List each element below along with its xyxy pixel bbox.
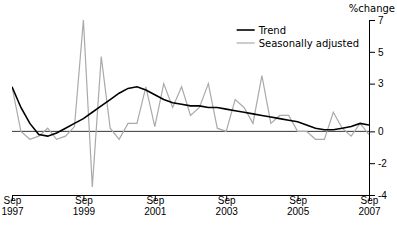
x-tick: Sep1999: [73, 195, 96, 217]
y-tick: -2: [369, 158, 387, 169]
tick-label: Sep2001: [144, 195, 167, 217]
tick-label-line: Sep: [218, 195, 236, 206]
legend-item: Trend: [237, 25, 286, 36]
x-tick: Sep1997: [1, 195, 24, 217]
tick-label-line: Sep: [361, 195, 379, 206]
legend-swatch: [237, 29, 255, 31]
tick-mark: [369, 131, 375, 132]
tick-label: -2: [378, 158, 387, 169]
tick-label-line: 1999: [73, 206, 96, 217]
x-tick: Sep2003: [216, 195, 239, 217]
tick-label: Sep2005: [287, 195, 310, 217]
legend-swatch: [237, 42, 255, 43]
tick-label-line: Sep: [289, 195, 307, 206]
tick-mark: [369, 163, 375, 164]
y-tick: 7: [369, 15, 384, 26]
legend-label: Seasonally adjusted: [259, 38, 359, 49]
y-tick: 5: [369, 47, 384, 58]
axis-line: [370, 21, 376, 196]
y-axis: 7 5 3 0 -2 -4: [369, 15, 387, 201]
title: %change: [349, 3, 395, 14]
chart: Sep1997Sep1999Sep2001Sep2003Sep2005Sep20…: [0, 0, 397, 227]
legend: Trend Seasonally adjusted: [237, 25, 359, 49]
y-tick: 0: [369, 126, 384, 137]
zero-line: [12, 131, 369, 132]
y-tick: -4: [369, 190, 387, 201]
tick-label: Sep2003: [216, 195, 239, 217]
tick-label-line: 2005: [287, 206, 310, 217]
tick-label-line: Sep: [4, 195, 22, 206]
tick-mark: [369, 195, 375, 196]
tick-label-line: 2001: [144, 206, 167, 217]
tick-mark: [369, 52, 375, 53]
legend-item: Seasonally adjusted: [237, 38, 359, 49]
y-tick: 3: [369, 78, 384, 89]
tick-label: 7: [378, 15, 384, 26]
x-tick: Sep2005: [287, 195, 310, 217]
tick-label-line: 2007: [358, 206, 381, 217]
tick-label: 3: [378, 78, 384, 89]
tick-label-line: 2003: [216, 206, 239, 217]
tick-label: Sep1999: [73, 195, 96, 217]
plot: Sep1997Sep1999Sep2001Sep2003Sep2005Sep20…: [1, 15, 387, 217]
tick-mark: [369, 84, 375, 85]
tick-label-line: Sep: [146, 195, 164, 206]
tick-label-line: 1997: [1, 206, 24, 217]
series-line: [12, 87, 369, 136]
legend-label: Trend: [258, 25, 286, 36]
axis-line: [13, 196, 370, 202]
lines: [12, 20, 369, 187]
x-tick: Sep2001: [144, 195, 167, 217]
tick-label: 0: [378, 126, 384, 137]
tick-label-line: Sep: [75, 195, 93, 206]
tick-mark: [369, 20, 375, 21]
tick-label: -4: [378, 190, 387, 201]
series-line: [12, 20, 369, 187]
tick-label: Sep1997: [1, 195, 24, 217]
tick-label: 5: [378, 47, 384, 58]
x-axis: Sep1997Sep1999Sep2001Sep2003Sep2005Sep20…: [1, 195, 381, 217]
